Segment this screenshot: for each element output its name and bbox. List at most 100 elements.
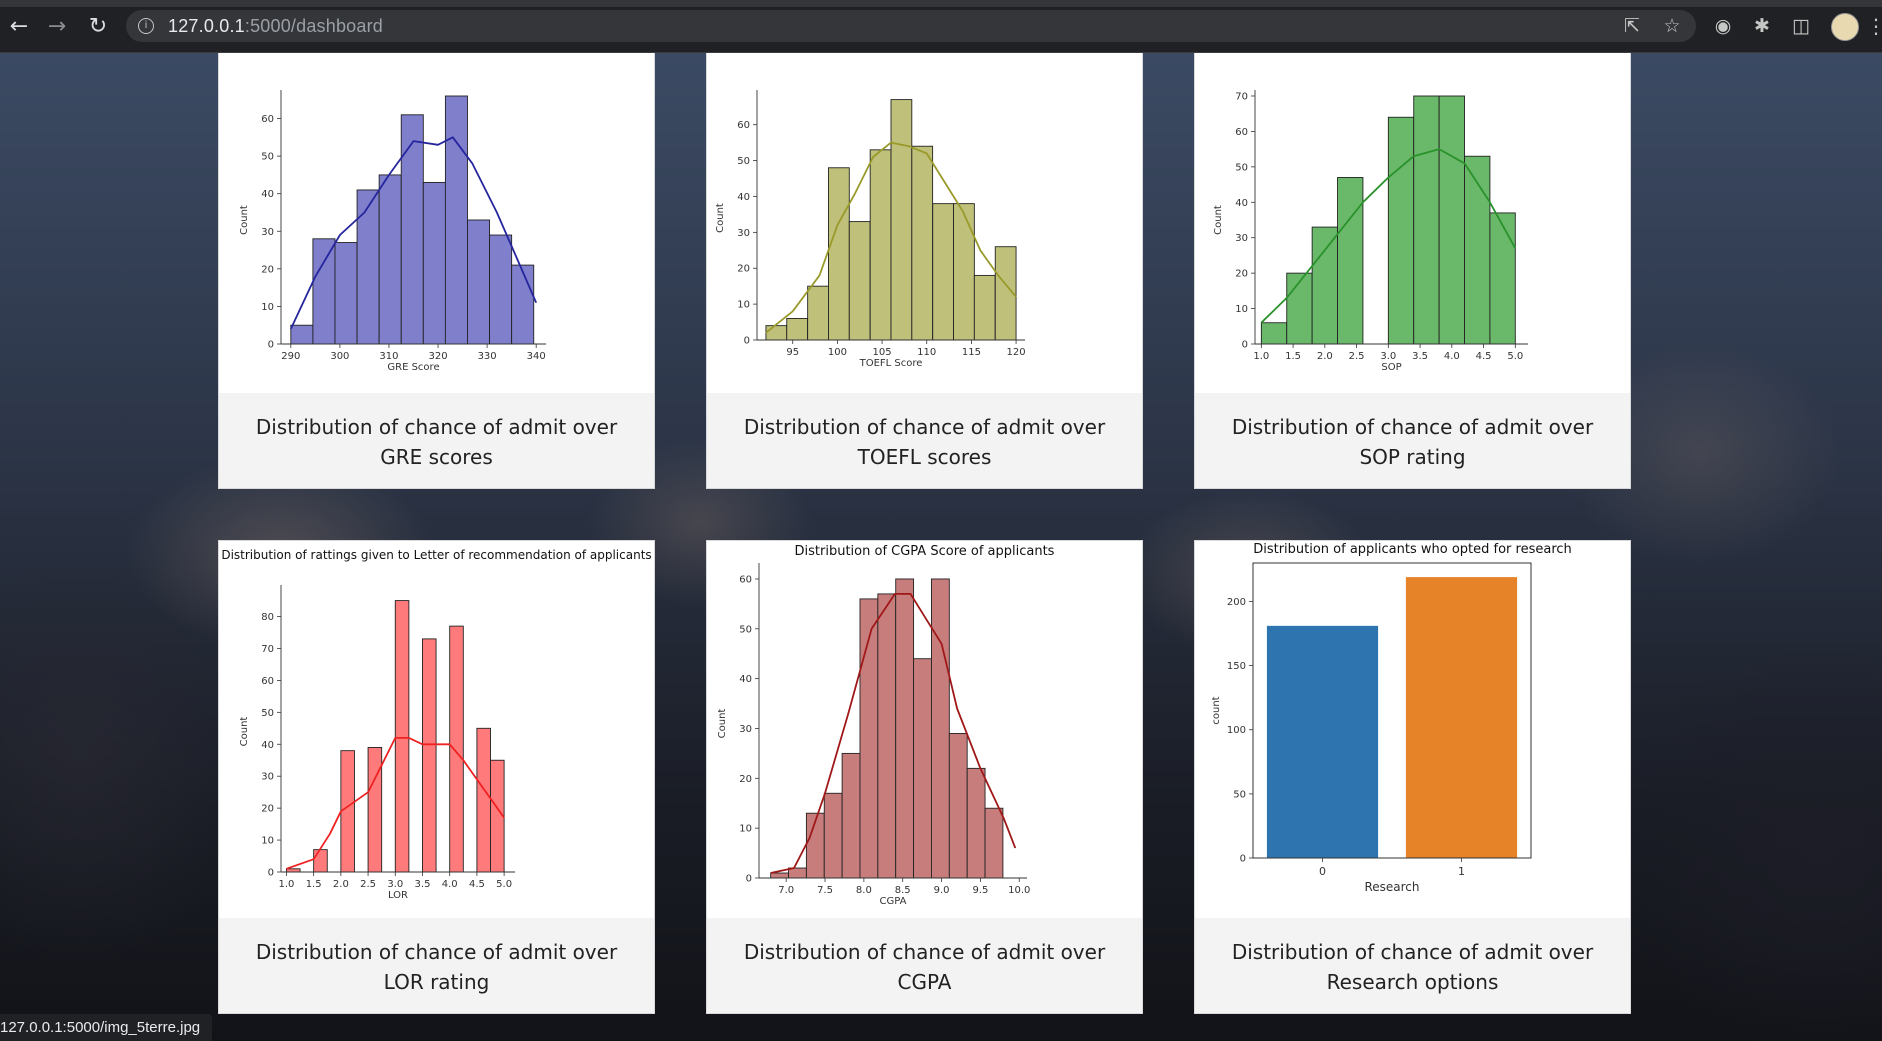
histogram-bar xyxy=(394,600,410,873)
url-text[interactable]: 127.0.0.1:5000/dashboard xyxy=(168,16,383,37)
x-tick-label: 1.5 xyxy=(1285,351,1301,362)
y-tick-label: 0 xyxy=(1240,854,1246,865)
sidepanel-icon[interactable]: ◫ xyxy=(1792,15,1810,37)
histogram-bar xyxy=(444,95,468,345)
histogram-bar xyxy=(788,867,807,879)
menu-icon[interactable]: ⋮ xyxy=(1866,14,1882,38)
y-tick-label: 40 xyxy=(739,674,752,685)
y-tick-label: 60 xyxy=(739,574,752,585)
extensions-icon[interactable]: ✱ xyxy=(1754,15,1770,37)
bar xyxy=(1405,577,1518,858)
y-tick-label: 30 xyxy=(1235,233,1248,244)
histogram-bar xyxy=(848,221,871,341)
x-tick-label: 105 xyxy=(873,347,892,358)
histogram-bar xyxy=(511,264,535,345)
histogram-bar xyxy=(911,145,934,341)
x-tick-label: 3.0 xyxy=(387,879,403,890)
histogram-bar xyxy=(913,658,932,879)
histogram-bar xyxy=(966,767,986,879)
y-tick-label: 0 xyxy=(268,868,274,879)
y-tick-label: 30 xyxy=(261,227,274,238)
histogram-bar xyxy=(476,727,491,873)
histogram-bar xyxy=(984,807,1004,879)
y-tick-label: 20 xyxy=(261,264,274,275)
chart-title: Distribution of CGPA Score of applicants xyxy=(795,544,1055,559)
histogram-bar xyxy=(828,167,850,341)
histogram-bar xyxy=(770,872,789,879)
info-icon[interactable]: i xyxy=(138,18,154,34)
y-axis-label: Count xyxy=(717,709,728,739)
x-axis-label: TOEFL Score xyxy=(859,358,923,369)
y-axis-label: Count xyxy=(239,717,250,747)
dashboard-background: 0 10 20 30 40 50 60 Count 290 300 310 320 330 340 GRE … xyxy=(0,53,1882,1041)
kde-curve xyxy=(770,593,1017,874)
plot-frame xyxy=(1252,562,1532,859)
globe-icon[interactable]: ◉ xyxy=(1714,15,1732,37)
y-tick-label: 60 xyxy=(261,676,274,687)
y-tick-label: 50 xyxy=(1233,789,1246,800)
y-tick-label: 0 xyxy=(1242,340,1248,351)
y-tick-label: 0 xyxy=(268,340,274,351)
avatar[interactable] xyxy=(1831,13,1859,41)
research-bar-chart: Distribution of applicants who opted for… xyxy=(1195,541,1630,918)
histogram-bar xyxy=(1260,322,1288,345)
y-tick-label: 40 xyxy=(1235,198,1248,209)
y-axis-label: count xyxy=(1211,696,1222,724)
x-tick-label: 7.5 xyxy=(817,885,833,896)
card-caption: Distribution of chance of admit over SOP… xyxy=(1195,393,1630,488)
x-axis-label: LOR xyxy=(388,890,408,901)
x-tick-label: 4.5 xyxy=(1476,351,1492,362)
y-axis-label: Count xyxy=(239,205,250,235)
histogram-bar xyxy=(378,174,402,345)
x-tick-label: 115 xyxy=(962,347,981,358)
forward-icon[interactable]: → xyxy=(47,14,67,39)
y-tick-label: 80 xyxy=(261,612,274,623)
chart-title: Distribution of rattings given to Letter… xyxy=(221,548,651,562)
histogram-bar xyxy=(786,318,809,341)
histogram-bar xyxy=(367,747,383,873)
y-tick-label: 60 xyxy=(261,114,274,125)
histogram-bar xyxy=(841,752,861,879)
x-tick-label: 7.0 xyxy=(778,885,794,896)
histogram-bar xyxy=(312,238,336,345)
y-tick-label: 10 xyxy=(1235,304,1248,315)
x-tick-label: 4.0 xyxy=(1444,351,1460,362)
x-tick-label: 9.0 xyxy=(934,885,950,896)
y-tick-label: 20 xyxy=(737,264,750,275)
x-tick-label: 100 xyxy=(828,347,847,358)
x-tick-label: 9.5 xyxy=(972,885,988,896)
histogram-bar xyxy=(340,750,355,873)
address-bar[interactable]: i 127.0.0.1:5000/dashboard ⇱ ☆ xyxy=(126,10,1696,42)
y-tick-label: 60 xyxy=(1235,127,1248,138)
share-icon[interactable]: ⇱ xyxy=(1624,15,1640,37)
status-bar-url: 127.0.0.1:5000/img_5terre.jpg xyxy=(0,1014,213,1041)
back-icon[interactable]: ← xyxy=(9,14,29,39)
histogram-bar xyxy=(422,181,446,345)
y-tick-label: 0 xyxy=(746,874,752,885)
x-tick-label: 1.0 xyxy=(278,879,294,890)
kde-curve xyxy=(765,141,1017,334)
star-icon[interactable]: ☆ xyxy=(1663,15,1681,37)
bar xyxy=(1266,625,1379,858)
y-tick-label: 70 xyxy=(1235,92,1248,103)
x-tick-label: 8.0 xyxy=(856,885,872,896)
x-tick-label: 1.0 xyxy=(1253,351,1269,362)
tab-strip xyxy=(0,0,1882,7)
url-path: :5000/dashboard xyxy=(244,16,383,36)
sop-histogram: 0 10 20 30 40 50 60 70 Count 1.0 1.5 2.0 2.5 3.0 3.5 4.… xyxy=(1195,53,1630,393)
histogram-bar xyxy=(1489,212,1516,345)
histogram-bar xyxy=(890,99,913,341)
y-tick-label: 10 xyxy=(739,824,752,835)
reload-icon[interactable]: ↻ xyxy=(88,14,108,39)
x-tick-label: 4.0 xyxy=(442,879,458,890)
y-tick-label: 20 xyxy=(739,774,752,785)
x-tick-label: 310 xyxy=(379,351,398,362)
gre-histogram: 0 10 20 30 40 50 60 Count 290 300 310 320 330 340 GRE … xyxy=(219,53,654,393)
y-tick-label: 20 xyxy=(1235,269,1248,280)
x-tick-label: 0 xyxy=(1319,865,1326,878)
x-tick-label: 110 xyxy=(917,347,936,358)
x-axis-label: GRE Score xyxy=(387,362,439,373)
x-tick-label: 10.0 xyxy=(1008,885,1030,896)
x-axis-label: Research xyxy=(1364,880,1419,894)
x-tick-label: 8.5 xyxy=(895,885,911,896)
